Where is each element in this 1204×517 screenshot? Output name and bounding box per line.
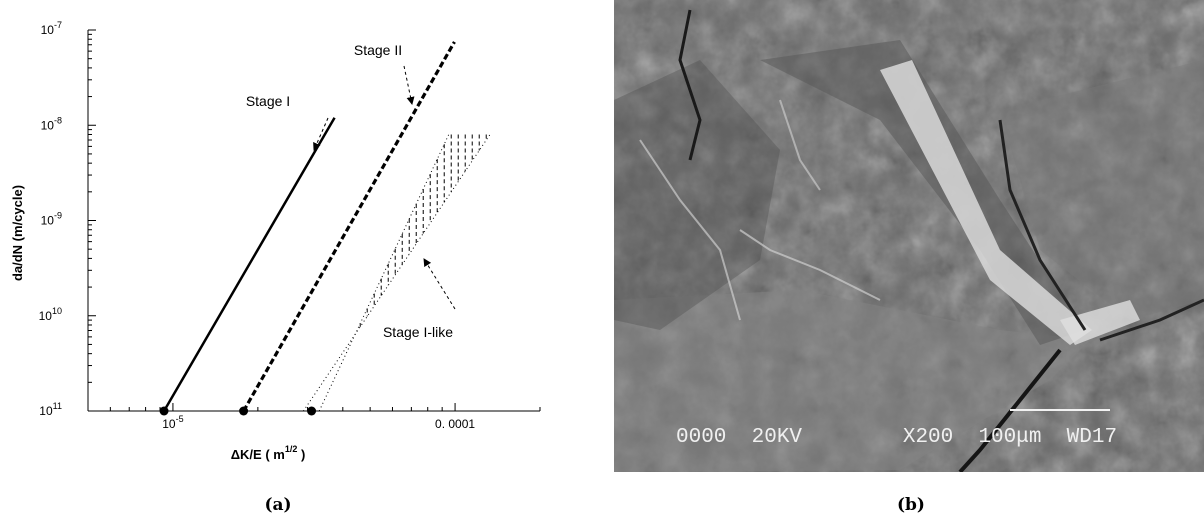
threshold-markers — [159, 406, 317, 416]
series-line-stage-i — [162, 117, 336, 412]
x-tick-label: 0. 0001 — [435, 417, 475, 431]
annotation-label: Stage II — [354, 42, 402, 58]
annotation-label: Stage I-like — [383, 324, 453, 340]
panel-label-b: (b) — [897, 495, 925, 515]
x-axis-ticks: 10-5 0. 0001 — [109, 403, 541, 431]
micrograph-scale-text: 0000 20KV X200 100μm WD17 — [676, 426, 1117, 449]
band-lower-edge — [302, 134, 491, 412]
y-tick-label: 1011 — [39, 401, 62, 418]
threshold-marker — [307, 406, 317, 416]
y-tick-label: 1010 — [39, 306, 62, 323]
y-tick-label: 10-8 — [41, 115, 62, 132]
sem-micrograph: 0000 20KV X200 100μm WD17 (b) — [614, 0, 1204, 515]
threshold-marker — [159, 406, 169, 416]
y-axis-ticks: 1011 1010 10-9 10-8 10-7 — [39, 20, 96, 418]
annotation-label: Stage I — [246, 93, 290, 109]
plot-area — [87, 30, 540, 412]
annotations: Stage II Stage I Stage I-like — [246, 42, 456, 340]
threshold-marker — [239, 406, 249, 416]
series-layer — [162, 41, 456, 412]
panel-label-a: (a) — [264, 495, 291, 515]
annotation-arrow — [423, 258, 456, 310]
band-upper-edge — [318, 134, 450, 412]
x-tick-label: 10-5 — [162, 414, 183, 431]
y-axis-title: da/dN (m/cycle) — [10, 185, 25, 281]
annotation-arrow — [403, 65, 415, 105]
x-axis-title: ΔK/E ( m1/2 ) — [231, 444, 306, 462]
y-tick-label: 10-7 — [41, 20, 62, 37]
stage-i-like-band — [302, 134, 491, 412]
crack-growth-chart: 10-5 0. 0001 1011 1010 10-9 10-8 10-7 Stage I… — [10, 20, 541, 515]
series-line-stage-ii — [242, 41, 456, 412]
y-tick-label: 10-9 — [41, 211, 62, 228]
